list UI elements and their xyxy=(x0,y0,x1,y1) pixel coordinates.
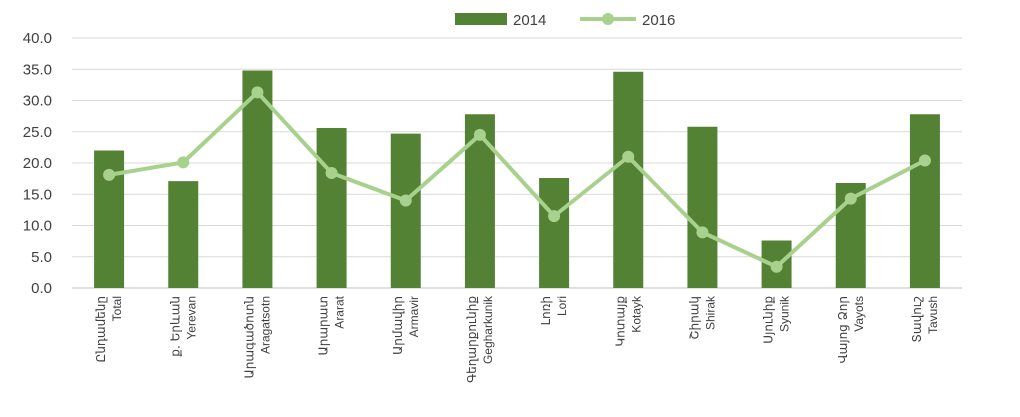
bar-2014 xyxy=(390,133,421,288)
line-series-2016 xyxy=(103,86,931,273)
category-label-english: Tavush xyxy=(926,296,940,334)
point-2016 xyxy=(177,156,190,169)
line-2016 xyxy=(108,90,926,269)
point-2016 xyxy=(399,194,412,207)
category-label-armenian: Գեղարքունիք xyxy=(465,296,479,383)
category-label-english: Ararat xyxy=(333,295,347,328)
category-label-armenian: Արմավիր xyxy=(391,296,405,355)
point-2016 xyxy=(251,86,264,99)
point-2016 xyxy=(918,154,931,167)
category-label-english: Lori xyxy=(555,296,569,316)
category-label-english: Yerevan xyxy=(184,296,198,340)
category-label-armenian: Արագածոտն xyxy=(242,296,256,378)
x-tick-label: Շիրակ Shirak xyxy=(687,295,717,340)
category-label-english: Syunik xyxy=(778,295,792,332)
point-2016 xyxy=(696,226,709,239)
point-2016 xyxy=(770,260,783,273)
point-2016 xyxy=(103,168,116,181)
bar-2014 xyxy=(242,70,273,288)
category-label-armenian: Սյունիք xyxy=(762,296,776,344)
x-tick-label: Սյունիք Syunik xyxy=(762,295,792,344)
category-label-english: Gegharkunik xyxy=(481,295,495,364)
x-tick-label: Լոռի Lori xyxy=(539,296,569,325)
category-label-armenian: Տավուշ xyxy=(910,296,924,343)
x-tick-label: Արարատ Ararat xyxy=(317,295,347,355)
y-tick-label: 10.0 xyxy=(23,218,52,235)
y-tick-label: 20.0 xyxy=(23,155,52,172)
y-tick-label: 30.0 xyxy=(23,93,52,110)
category-label-armenian: Արարատ xyxy=(317,296,331,355)
category-label-english: Shirak xyxy=(703,295,717,330)
gridlines xyxy=(72,37,962,289)
y-tick-label: 0.0 xyxy=(31,280,52,297)
category-label-english: Vayots xyxy=(852,296,866,332)
bar-2014 xyxy=(539,178,570,288)
category-label-english: Aragatsotn xyxy=(258,296,272,354)
x-axis: Ընդամենը Total ք. Երևան Yerevan Արագածոտն Ara… xyxy=(94,295,940,383)
category-label-armenian: Շիրակ xyxy=(687,296,701,340)
bar-2014 xyxy=(316,128,347,288)
legend-label-2014: 2014 xyxy=(513,12,546,29)
x-tick-label: Արմավիր Armavir xyxy=(391,296,421,355)
x-tick-label: Արագածոտն Aragatsotn xyxy=(242,296,272,378)
y-tick-label: 15.0 xyxy=(23,186,52,203)
category-label-armenian: ք. Երևան xyxy=(168,296,182,357)
x-tick-label: Ընդամենը Total xyxy=(94,296,124,362)
category-label-armenian: Լոռի xyxy=(539,296,553,325)
point-2016 xyxy=(844,192,857,205)
legend-label-2016: 2016 xyxy=(642,12,675,29)
y-tick-label: 25.0 xyxy=(23,124,52,141)
bar-2014 xyxy=(613,71,644,288)
y-tick-label: 5.0 xyxy=(31,249,52,266)
x-tick-label: Վայոց Ձոր Vayots xyxy=(836,296,866,363)
point-2016 xyxy=(548,210,561,223)
y-tick-label: 40.0 xyxy=(23,30,52,47)
category-label-english: Kotayk xyxy=(629,295,643,333)
x-tick-label: ք. Երևան Yerevan xyxy=(168,296,198,357)
category-label-english: Total xyxy=(110,296,124,321)
point-2016 xyxy=(325,167,338,179)
bar-2014 xyxy=(687,126,718,288)
legend: 2014 2016 xyxy=(455,12,675,29)
y-axis: 0.0 5.0 10.0 15.0 20.0 25.0 30.0 35.0 40.0 xyxy=(23,30,52,297)
y-tick-label: 35.0 xyxy=(23,61,52,78)
bar-series-2014 xyxy=(94,70,940,288)
point-2016 xyxy=(473,128,486,141)
category-label-armenian: Ընդամենը xyxy=(94,296,108,362)
x-tick-label: Գեղարքունիք Gegharkunik xyxy=(465,295,495,383)
category-label-english: Armavir xyxy=(407,296,421,337)
point-2016 xyxy=(622,150,635,163)
category-label-armenian: Վայոց Ձոր xyxy=(836,296,850,363)
x-tick-label: Տավուշ Tavush xyxy=(910,296,940,343)
legend-marker-2016 xyxy=(602,13,614,25)
x-tick-label: Կոտայք Kotayk xyxy=(613,295,643,347)
bar-2014 xyxy=(909,114,940,288)
bar-2014 xyxy=(168,181,199,288)
category-label-armenian: Կոտայք xyxy=(613,296,627,347)
legend-swatch-2014 xyxy=(455,13,507,25)
